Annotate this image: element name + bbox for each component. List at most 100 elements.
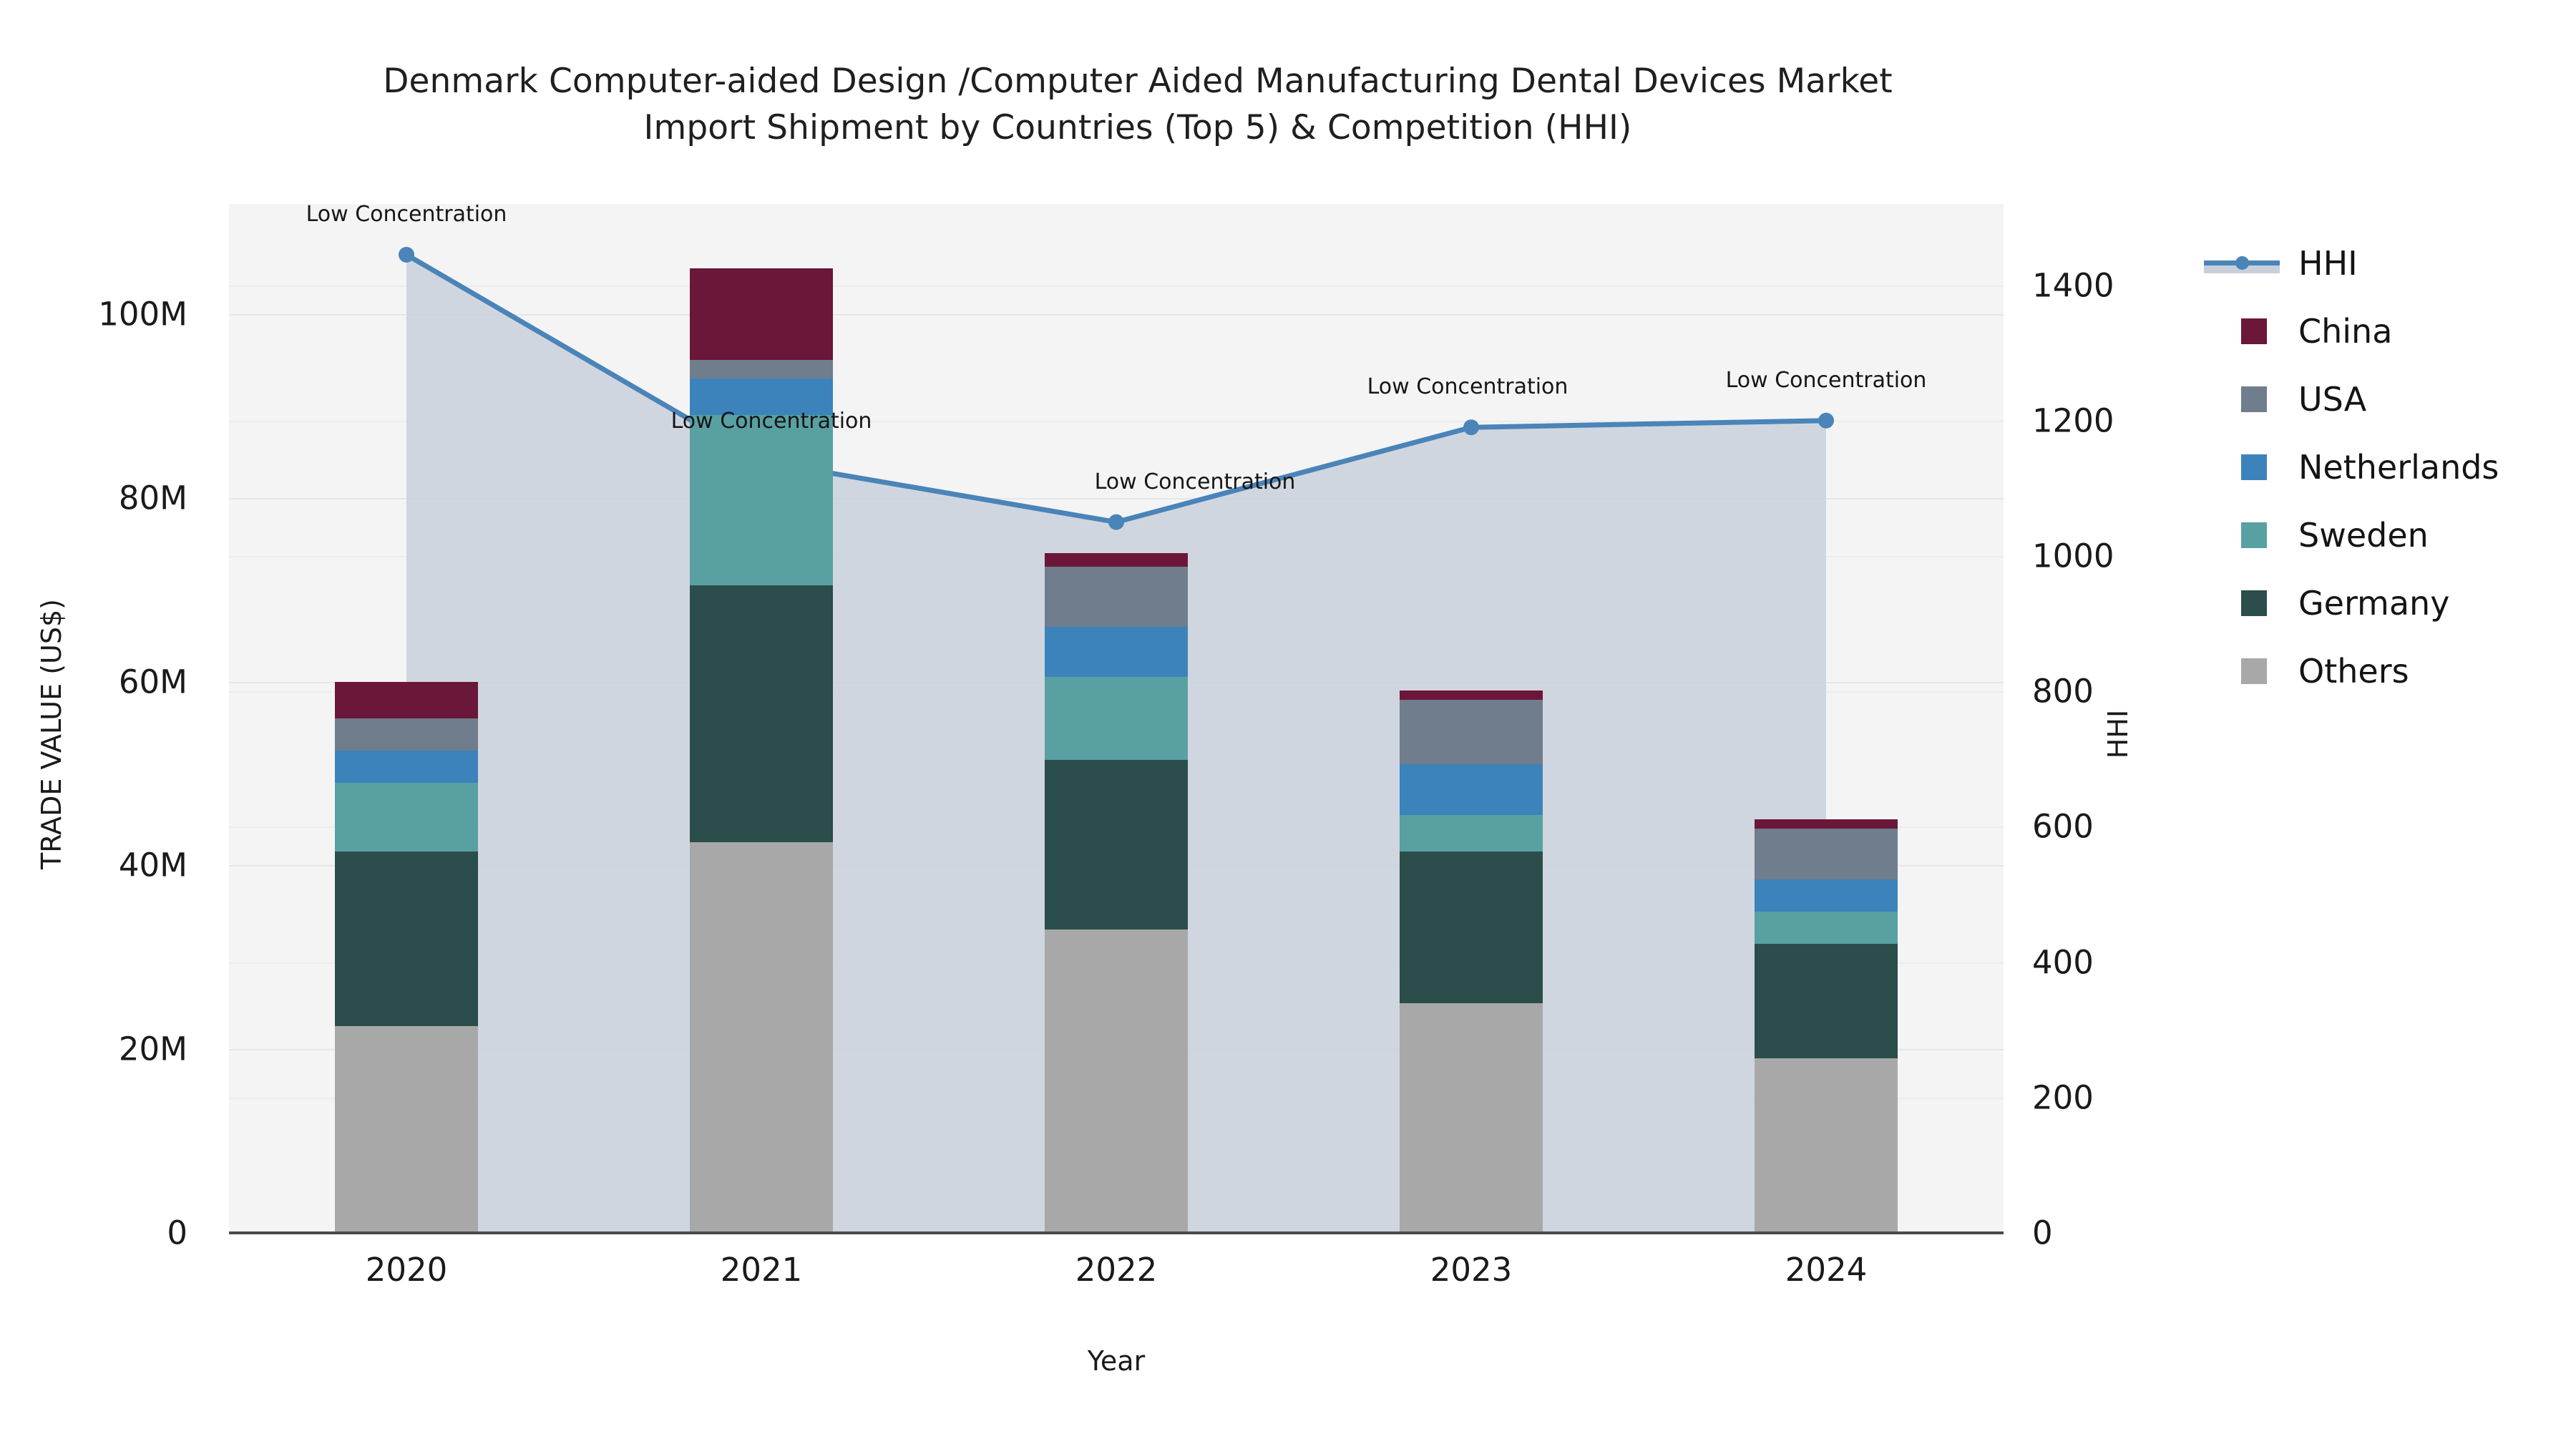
legend-item-sweden[interactable]: Sweden bbox=[2198, 501, 2570, 569]
bar-segment-china-2024[interactable] bbox=[1755, 819, 1898, 829]
bar-segment-others-2020[interactable] bbox=[335, 1026, 478, 1233]
bar-segment-china-2021[interactable] bbox=[690, 268, 833, 361]
legend-label-sweden: Sweden bbox=[2298, 515, 2429, 555]
bar-group-2021[interactable] bbox=[690, 204, 833, 1233]
bar-segment-others-2022[interactable] bbox=[1045, 930, 1188, 1233]
legend-item-others[interactable]: Others bbox=[2198, 637, 2570, 705]
bar-segment-others-2024[interactable] bbox=[1755, 1058, 1898, 1233]
y-axis-left-label: TRADE VALUE (US$) bbox=[36, 599, 67, 869]
hhi-point-2022[interactable] bbox=[1108, 514, 1124, 530]
y-tick-left-100M: 100M bbox=[98, 295, 187, 333]
annotation-low-concentration-2020: Low Concentration bbox=[306, 201, 507, 227]
bar-segment-usa-2023[interactable] bbox=[1400, 700, 1543, 765]
legend-label-others: Others bbox=[2298, 651, 2409, 691]
y-tick-left-80M: 80M bbox=[118, 479, 187, 517]
y-tick-left-0: 0 bbox=[167, 1214, 187, 1252]
bar-segment-others-2021[interactable] bbox=[690, 842, 833, 1233]
chart-title-line-2: Import Shipment by Countries (Top 5) & C… bbox=[643, 107, 1632, 147]
annotation-labels: Low Concentration Low Concentration Low Co… bbox=[229, 201, 2004, 1233]
bar-group-2020[interactable] bbox=[335, 204, 478, 1233]
bar-segment-sweden-2024[interactable] bbox=[1755, 911, 1898, 944]
legend-swatch-others bbox=[2241, 658, 2267, 684]
y-tick-right-600: 600 bbox=[2032, 807, 2094, 846]
legend-swatch-netherlands bbox=[2241, 454, 2267, 480]
chart-title-line-1: Denmark Computer-aided Design /Computer … bbox=[383, 62, 1893, 101]
bar-segment-netherlands-2021[interactable] bbox=[690, 378, 833, 416]
annotation-low-concentration-2021: Low Concentration bbox=[670, 408, 872, 434]
y-axis-right-label: HHI bbox=[2102, 709, 2134, 759]
x-axis-line bbox=[229, 1231, 2004, 1234]
bar-segment-china-2023[interactable] bbox=[1400, 691, 1543, 701]
bar-segment-germany-2023[interactable] bbox=[1400, 852, 1543, 1003]
annotation-low-concentration-2022: Low Concentration bbox=[1094, 469, 1296, 494]
bar-segment-germany-2022[interactable] bbox=[1045, 759, 1188, 930]
plot-area: Low Concentration Low Concentration Low Co… bbox=[229, 201, 2004, 1234]
legend-line-swatch bbox=[2204, 250, 2280, 276]
y-tick-right-1400: 1400 bbox=[2032, 266, 2114, 305]
y-tick-right-400: 400 bbox=[2032, 943, 2094, 982]
x-tick-2023: 2023 bbox=[1430, 1251, 1513, 1289]
legend-swatch-usa bbox=[2241, 386, 2267, 412]
bar-segment-usa-2021[interactable] bbox=[690, 360, 833, 379]
x-tick-2022: 2022 bbox=[1075, 1251, 1158, 1289]
chart-title: Denmark Computer-aided Design /Computer … bbox=[0, 59, 2275, 152]
x-tick-2020: 2020 bbox=[365, 1251, 448, 1289]
y-tick-right-800: 800 bbox=[2032, 672, 2094, 711]
bar-segment-usa-2024[interactable] bbox=[1755, 829, 1898, 879]
annotation-low-concentration-2024: Low Concentration bbox=[1725, 367, 1927, 393]
bar-segment-china-2022[interactable] bbox=[1045, 552, 1188, 567]
chart-legend: HHI China USA Netherlands Sweden Germany Other… bbox=[2198, 229, 2570, 705]
bar-segment-usa-2020[interactable] bbox=[335, 718, 478, 751]
bar-segment-sweden-2021[interactable] bbox=[690, 415, 833, 585]
bar-segment-netherlands-2022[interactable] bbox=[1045, 626, 1188, 678]
legend-label-usa: USA bbox=[2298, 379, 2367, 419]
bar-segment-germany-2020[interactable] bbox=[335, 852, 478, 1027]
y-tick-right-200: 200 bbox=[2032, 1078, 2094, 1117]
stacked-bars bbox=[229, 204, 2004, 1233]
legend-item-hhi[interactable]: HHI bbox=[2198, 229, 2570, 297]
bar-segment-china-2020[interactable] bbox=[335, 681, 478, 718]
bar-segment-sweden-2023[interactable] bbox=[1400, 814, 1543, 852]
legend-swatch-sweden bbox=[2241, 522, 2267, 548]
bar-segment-sweden-2022[interactable] bbox=[1045, 677, 1188, 760]
legend-swatch-germany bbox=[2241, 590, 2267, 616]
gridline-right-7 bbox=[229, 285, 2004, 287]
bar-segment-others-2023[interactable] bbox=[1400, 1003, 1543, 1233]
legend-item-germany[interactable]: Germany bbox=[2198, 569, 2570, 637]
legend-line-dot bbox=[2235, 255, 2249, 270]
legend-label-netherlands: Netherlands bbox=[2298, 447, 2499, 487]
legend-label-hhi: HHI bbox=[2298, 243, 2358, 283]
bar-segment-sweden-2020[interactable] bbox=[335, 782, 478, 852]
hhi-point-2024[interactable] bbox=[1818, 412, 1834, 429]
bar-group-2022[interactable] bbox=[1045, 204, 1188, 1233]
bar-segment-netherlands-2024[interactable] bbox=[1755, 879, 1898, 912]
y-tick-right-1000: 1000 bbox=[2032, 537, 2114, 575]
gridline-left-5 bbox=[229, 314, 2004, 316]
hhi-point-2020[interactable] bbox=[399, 246, 414, 263]
legend-item-usa[interactable]: USA bbox=[2198, 365, 2570, 433]
legend-swatch-china bbox=[2241, 318, 2267, 344]
bar-segment-germany-2021[interactable] bbox=[690, 585, 833, 843]
legend-label-china: China bbox=[2298, 311, 2393, 351]
gridline-left-4 bbox=[229, 497, 2004, 499]
y-tick-right-1200: 1200 bbox=[2032, 401, 2114, 440]
legend-label-germany: Germany bbox=[2298, 583, 2450, 623]
y-tick-left-20M: 20M bbox=[118, 1030, 187, 1068]
y-tick-right-0: 0 bbox=[2032, 1214, 2053, 1252]
x-tick-2021: 2021 bbox=[720, 1251, 803, 1289]
annotation-low-concentration-2023: Low Concentration bbox=[1367, 374, 1568, 400]
hhi-point-2023[interactable] bbox=[1463, 419, 1479, 436]
y-tick-left-60M: 60M bbox=[118, 663, 187, 701]
legend-item-netherlands[interactable]: Netherlands bbox=[2198, 433, 2570, 501]
bar-segment-netherlands-2020[interactable] bbox=[335, 750, 478, 783]
bar-segment-usa-2022[interactable] bbox=[1045, 567, 1188, 627]
bar-segment-germany-2024[interactable] bbox=[1755, 943, 1898, 1059]
bar-group-2023[interactable] bbox=[1400, 204, 1543, 1233]
bar-group-2024[interactable] bbox=[1755, 204, 1898, 1233]
x-tick-2024: 2024 bbox=[1785, 1251, 1868, 1289]
legend-item-china[interactable]: China bbox=[2198, 297, 2570, 365]
x-axis-label: Year bbox=[1087, 1345, 1146, 1377]
bar-segment-netherlands-2023[interactable] bbox=[1400, 764, 1543, 815]
gridline-right-6 bbox=[229, 420, 2004, 422]
